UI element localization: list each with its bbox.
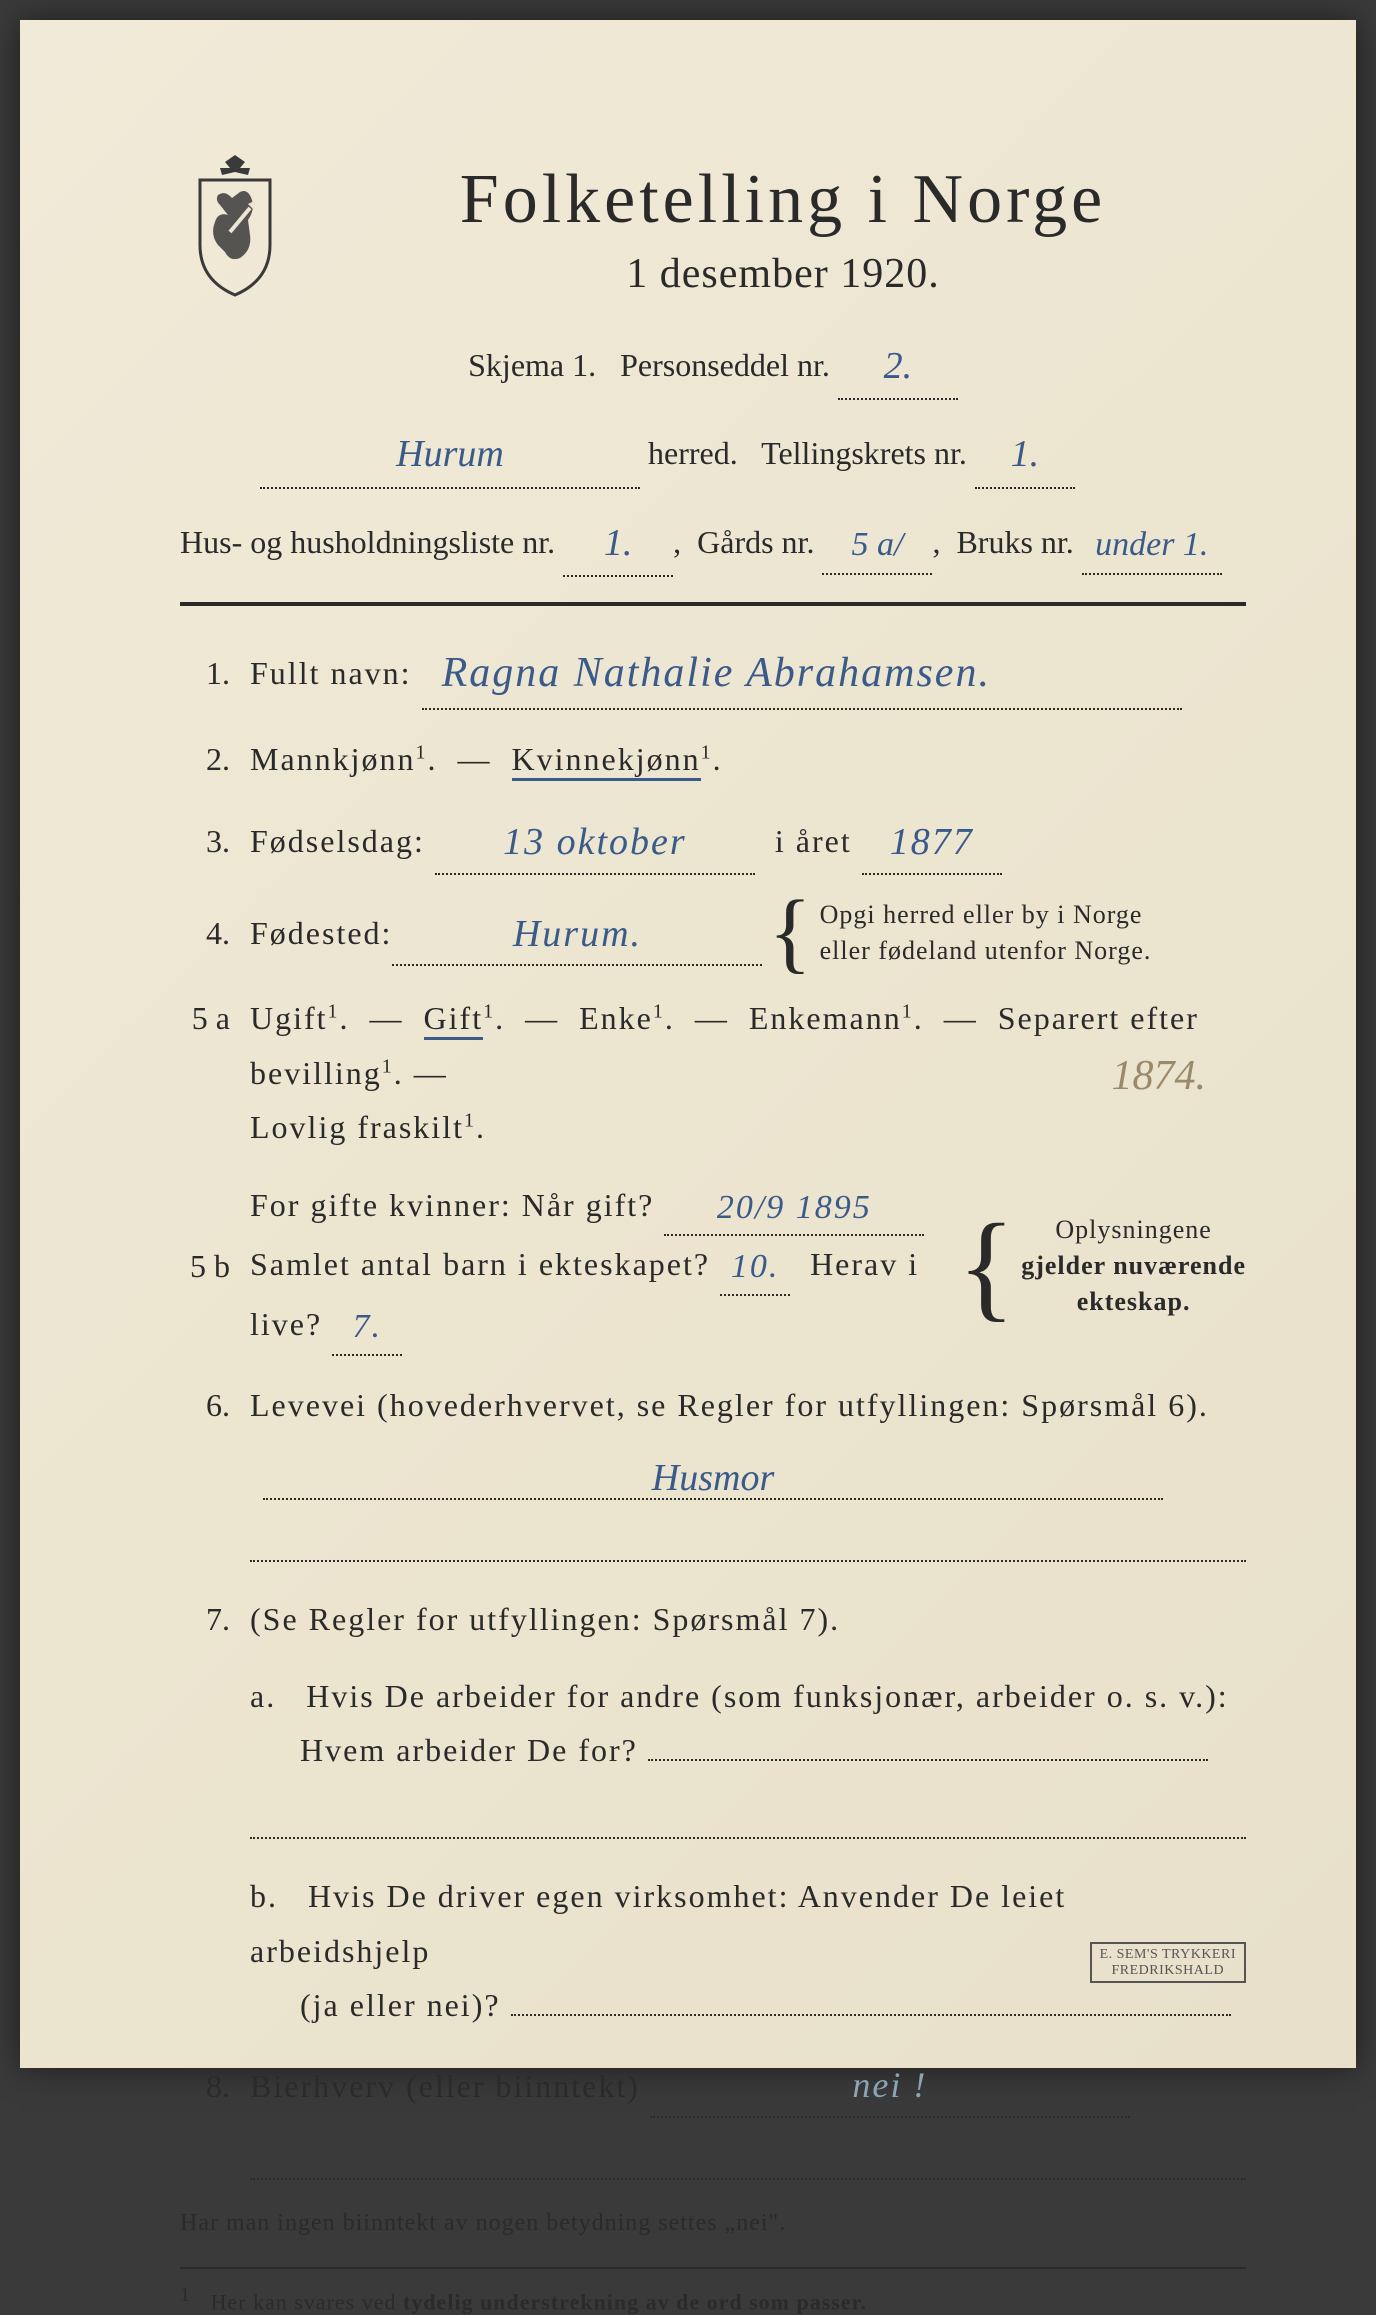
q4-row: 4. Fødested: Hurum. { Opgi herred eller … [180, 897, 1246, 970]
title-block: Folketelling i Norge 1 desember 1920. [320, 160, 1246, 298]
divider [180, 602, 1246, 606]
q5a-row: 5 a Ugift1. — Gift1. — Enke1. — Enkemann… [180, 991, 1246, 1154]
blank-line [250, 1530, 1246, 1562]
q4-num: 4. [180, 906, 250, 960]
q8-row: 8. Bierhverv (eller biinntekt) nei ! [180, 2055, 1246, 2118]
gards-nr: 5 a/ [851, 526, 903, 563]
coat-of-arms-icon [180, 150, 290, 300]
tellingskrets-nr: 1. [1011, 433, 1040, 475]
footnote-1: Har man ingen biinntekt av nogen betydni… [180, 2210, 1246, 2237]
husliste-label: Hus- og husholdningsliste nr. [180, 524, 555, 560]
q7a-text1: Hvis De arbeider for andre (som funksjon… [306, 1678, 1228, 1714]
subtitle-text: 1 desember 1920. [626, 251, 939, 297]
q5b-num: 5 b [180, 1239, 250, 1293]
printer-stamp: E. SEM'S TRYKKERI FREDRIKSHALD [1090, 1942, 1246, 1983]
q5a-separert: Separert efter bevilling [250, 1000, 1199, 1090]
q1-num: 1. [180, 646, 250, 700]
q8-label: Bierhverv (eller biinntekt) [250, 2068, 640, 2104]
q2-row: 2. Mannkjønn1. — Kvinnekjønn1. [180, 732, 1246, 786]
personseddel-nr: 2. [884, 345, 913, 387]
blank-line [250, 1807, 1246, 1839]
herred-name: Hurum [396, 433, 504, 475]
q5b-note: Oplysningene gjelder nuværende ekteskap. [1021, 1212, 1246, 1321]
q2-mann: Mannkjønn [250, 741, 416, 777]
footnote-2: 1 Her kan svares ved tydelig understrekn… [180, 2284, 1246, 2315]
q5a-lovlig: Lovlig fraskilt [250, 1109, 464, 1145]
q4-label: Fødested: [250, 906, 392, 960]
gards-label: Gårds nr. [697, 524, 814, 560]
q5b-label1: For gifte kvinner: Når gift? [250, 1187, 654, 1223]
blank-line [250, 2148, 1246, 2180]
q1-value: Ragna Nathalie Abrahamsen. [442, 650, 991, 696]
personseddel-label: Personseddel nr. [620, 347, 830, 383]
q5b-herav: 7. [352, 1308, 382, 1345]
q7b-row: b. Hvis De driver egen virksomhet: Anven… [180, 1869, 1246, 2032]
q7b-text1: Hvis De driver egen virksomhet: Anvender… [250, 1878, 1066, 1968]
q3-row: 3. Fødselsdag: 13 oktober i året 1877 [180, 808, 1246, 875]
q7b-label: b. [250, 1878, 278, 1914]
q4-note: Opgi herred eller by i Norge eller fødel… [820, 897, 1152, 970]
brace-icon: { [768, 897, 813, 969]
q6-num: 6. [180, 1378, 250, 1432]
q5b-row: 5 b For gifte kvinner: Når gift? 20/9 18… [180, 1177, 1246, 1356]
herred-label: herred. [648, 435, 738, 471]
bruks-nr: under 1. [1095, 526, 1208, 563]
q5b-barn: 10. [731, 1248, 780, 1285]
q6-value: Husmor [652, 1457, 774, 1499]
q8-value: nei ! [852, 2065, 927, 2105]
brace-icon: { [958, 1218, 1016, 1314]
q7a-label: a. [250, 1678, 276, 1714]
husliste-nr: 1. [604, 522, 633, 564]
q7-intro: (Se Regler for utfyllingen: Spørsmål 7). [250, 1601, 840, 1637]
q3-year: 1877 [890, 821, 974, 863]
q6-answer: Husmor [180, 1454, 1246, 1500]
schema-label: Skjema 1. [468, 347, 596, 383]
q7a-row: a. Hvis De arbeider for andre (som funks… [180, 1669, 1246, 1778]
q8-num: 8. [180, 2059, 250, 2113]
q1-label: Fullt navn: [250, 655, 412, 691]
q5a-gift: Gift [424, 1000, 484, 1040]
q2-num: 2. [180, 732, 250, 786]
q7a-text2: Hvem arbeider De for? [250, 1732, 638, 1768]
q6-row: 6. Levevei (hovederhvervet, se Regler fo… [180, 1378, 1246, 1432]
subtitle: 1 desember 1920. [320, 250, 1246, 298]
header: Folketelling i Norge 1 desember 1920. [180, 160, 1246, 300]
q5a-ugift: Ugift [250, 1000, 328, 1036]
main-title: Folketelling i Norge [320, 160, 1246, 240]
herred-line: Hurum herred. Tellingskrets nr. 1. [180, 418, 1246, 488]
q6-label: Levevei (hovederhvervet, se Regler for u… [250, 1387, 1209, 1423]
q3-label: Fødselsdag: [250, 823, 425, 859]
q5a-enke: Enke [579, 1000, 653, 1036]
q5a-num: 5 a [180, 991, 250, 1045]
q5b-label2: Samlet antal barn i ekteskapet? [250, 1246, 710, 1282]
q7-row: 7. (Se Regler for utfyllingen: Spørsmål … [180, 1592, 1246, 1646]
bruks-label: Bruks nr. [956, 524, 1073, 560]
q5a-enkemann: Enkemann [749, 1000, 902, 1036]
schema-line: Skjema 1. Personseddel nr. 2. [180, 330, 1246, 400]
q3-day: 13 oktober [503, 821, 687, 863]
footnote-divider [180, 2267, 1246, 2269]
q5a-margin: 1874. [1112, 1041, 1207, 1112]
q7b-text2: (ja eller nei)? [250, 1987, 501, 2023]
q1-row: 1. Fullt navn: Ragna Nathalie Abrahamsen… [180, 636, 1246, 709]
q7-num: 7. [180, 1592, 250, 1646]
tellingskrets-label: Tellingskrets nr. [761, 435, 967, 471]
census-form-page: Folketelling i Norge 1 desember 1920. Sk… [20, 20, 1356, 2068]
q3-num: 3. [180, 814, 250, 868]
husliste-line: Hus- og husholdningsliste nr. 1., Gårds … [180, 507, 1246, 577]
q5b-date: 20/9 1895 [717, 1189, 872, 1226]
q3-year-label: i året [775, 823, 852, 859]
q2-kvinne: Kvinnekjønn [512, 741, 701, 781]
q4-value: Hurum. [513, 913, 642, 955]
